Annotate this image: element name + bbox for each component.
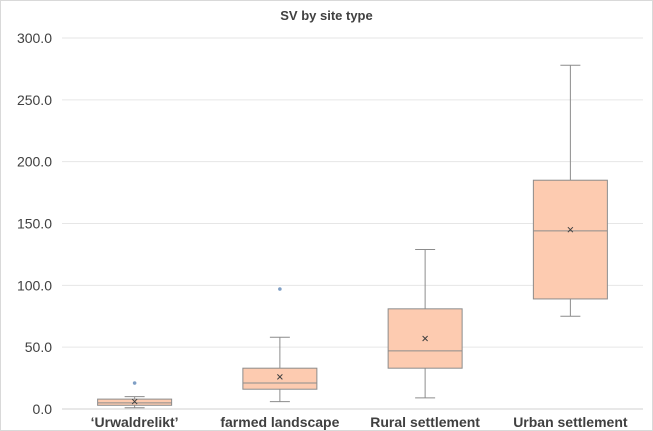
chart-title: SV by site type <box>280 8 373 23</box>
mean-marker <box>277 373 283 380</box>
y-tick-label: 0.0 <box>33 401 53 417</box>
box-iqr <box>532 179 608 300</box>
mean-marker <box>131 398 138 405</box>
outlier-point <box>278 287 282 291</box>
category-label: ‘Urwaldrelikt’ <box>91 414 179 430</box>
y-tick-label: 200.0 <box>17 154 52 170</box>
mean-marker <box>422 335 428 342</box>
y-tick-label: 250.0 <box>17 92 52 108</box>
category-label: Rural settlement <box>370 414 480 430</box>
outlier-point <box>132 381 137 385</box>
y-tick-label: 150.0 <box>17 216 52 232</box>
mean-marker <box>567 226 574 233</box>
y-tick-label: 300.0 <box>17 30 52 46</box>
category-label: Urban settlement <box>513 414 628 430</box>
category-label: farmed landscape <box>220 414 339 430</box>
y-tick-label: 100.0 <box>17 277 52 293</box>
box-iqr <box>242 367 318 390</box>
y-tick-label: 50.0 <box>25 339 52 355</box>
